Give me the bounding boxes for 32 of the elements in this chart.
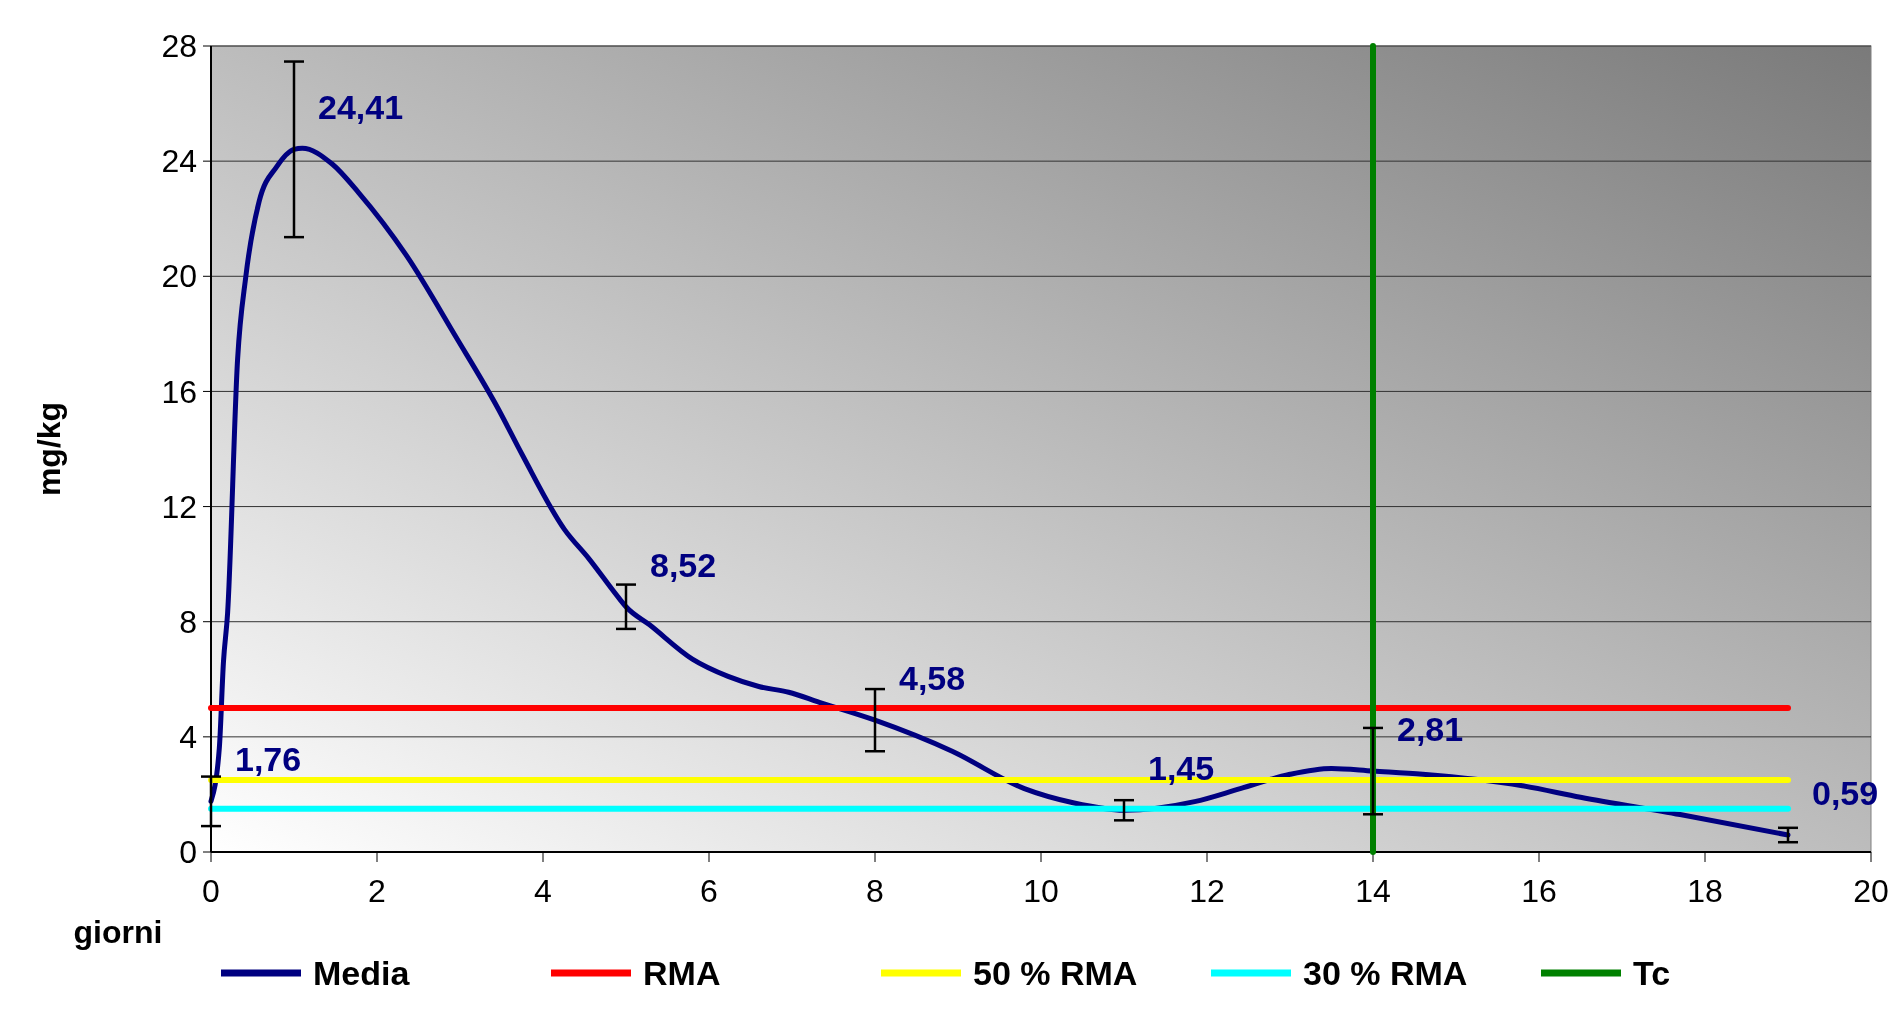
x-tick-label: 8: [866, 873, 884, 909]
data-label: 1,76: [235, 740, 302, 779]
data-label: 0,59: [1812, 774, 1879, 813]
legend-label: RMA: [643, 953, 721, 992]
legend-label: Tc: [1633, 953, 1671, 992]
data-label: 24,41: [318, 88, 404, 127]
x-tick-label: 10: [1023, 873, 1059, 909]
x-axis-title: giorni: [73, 914, 163, 950]
y-tick-label: 28: [161, 28, 197, 65]
legend-label: 50 % RMA: [973, 953, 1138, 992]
x-tick-label: 14: [1355, 873, 1391, 909]
legend-label: Media: [313, 953, 411, 992]
x-tick-label: 0: [202, 873, 220, 909]
y-tick-label: 4: [179, 719, 197, 756]
x-tick-label: 2: [368, 873, 386, 909]
y-tick-label: 16: [161, 373, 197, 410]
data-label: 4,58: [899, 659, 966, 698]
x-tick-label: 6: [700, 873, 718, 909]
data-label: 2,81: [1397, 710, 1464, 749]
legend-label: 30 % RMA: [1303, 953, 1468, 992]
x-tick-label: 20: [1853, 873, 1889, 909]
y-tick-label: 12: [161, 488, 197, 525]
x-tick-label: 12: [1189, 873, 1225, 909]
x-tick-label: 16: [1521, 873, 1557, 909]
y-tick-label: 8: [179, 603, 197, 640]
y-tick-label: 24: [161, 143, 197, 180]
x-tick-label: 4: [534, 873, 552, 909]
x-tick-label: 18: [1687, 873, 1723, 909]
data-label: 8,52: [650, 545, 717, 584]
y-tick-label: 20: [161, 258, 197, 295]
y-axis-title: mg/kg: [31, 401, 67, 497]
y-tick-label: 0: [179, 834, 197, 871]
